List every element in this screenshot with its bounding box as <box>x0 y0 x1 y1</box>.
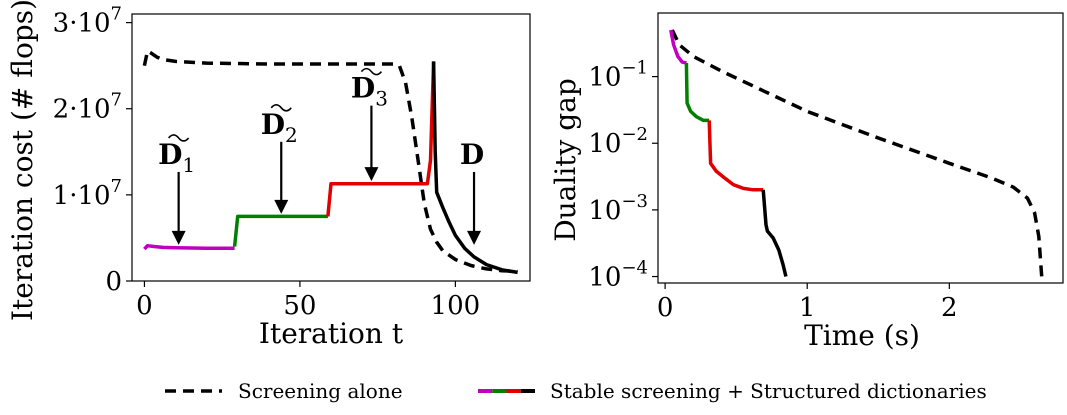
series-line-4 <box>431 61 518 275</box>
y-tick-base: 3·10 <box>53 9 111 39</box>
x-tick-label: 0 <box>657 293 674 323</box>
tilde-mark <box>270 104 292 112</box>
y-tick-label: 10−4 <box>588 258 648 293</box>
annotation-letter: D <box>158 138 182 171</box>
arrow-head <box>467 230 482 245</box>
legend-label-stable-structured: Stable screening + Structured dictionari… <box>550 379 987 403</box>
x-tick-label: 2 <box>941 293 958 323</box>
y-tick-base: 10 <box>588 196 621 226</box>
annotation-label: D <box>460 138 484 171</box>
y-tick-exponent: 7 <box>111 90 122 111</box>
annotation-letter: D <box>460 138 484 171</box>
y-tick-exponent: −2 <box>621 124 648 145</box>
series-line-2 <box>684 62 710 123</box>
y-tick-base: 10 <box>588 63 621 93</box>
left-y-axis-label: Iteration cost (# flops) <box>6 0 39 321</box>
y-tick-label: 0 <box>105 267 122 297</box>
y-tick-base: 10 <box>588 129 621 159</box>
arrow-head <box>171 230 186 245</box>
legend: Screening alone Stable screening + Struc… <box>165 379 987 403</box>
x-tick-label: 100 <box>431 291 481 321</box>
left-x-axis-label: Iteration t <box>259 317 404 350</box>
y-tick-base: 10 <box>588 263 621 293</box>
annotation-arrow: D <box>460 138 484 245</box>
duality-gap-chart: 0 1 210−410−310−210−1 Time (s) Duality gap <box>549 12 1064 352</box>
arrow-head <box>274 199 289 214</box>
annotation-label: D1 <box>158 138 195 177</box>
annotation-label: D3 <box>351 72 388 111</box>
y-tick-label: 1·107 <box>53 176 122 211</box>
right-plot-frame <box>657 12 1064 284</box>
legend-label-screening-alone: Screening alone <box>238 379 403 403</box>
series-line-dashed <box>142 49 518 274</box>
y-tick-exponent: −3 <box>621 191 648 212</box>
series-line-3 <box>326 61 436 217</box>
y-tick-exponent: −4 <box>621 258 648 279</box>
y-tick-label: 3·107 <box>53 4 122 39</box>
y-tick-exponent: −1 <box>621 58 648 79</box>
y-tick-base: 2·10 <box>53 95 111 125</box>
right-x-axis-label: Time (s) <box>804 319 920 352</box>
annotation-letter: D <box>351 72 375 105</box>
annotation-arrow: D2 <box>261 104 298 214</box>
series-line-dashed <box>670 29 1044 277</box>
y-tick-base: 1·10 <box>53 181 111 211</box>
arrow-head <box>364 167 379 182</box>
y-tick-base: 0 <box>105 267 122 297</box>
series-line-3 <box>707 120 764 192</box>
x-tick-label: 50 <box>283 291 316 321</box>
annotation-arrow: D3 <box>351 67 388 182</box>
tilde-mark <box>168 134 190 142</box>
series-line-1 <box>143 243 235 251</box>
annotation-arrow: D1 <box>158 134 195 245</box>
y-tick-label: 10−3 <box>588 191 648 226</box>
annotation-subscript: 1 <box>182 153 195 177</box>
y-tick-label: 10−1 <box>588 58 648 93</box>
y-tick-label: 10−2 <box>588 124 648 159</box>
tilde-mark <box>360 67 383 76</box>
x-tick-label: 0 <box>136 291 153 321</box>
x-tick-label: 1 <box>799 293 816 323</box>
y-tick-exponent: 7 <box>111 176 122 197</box>
series-line-1 <box>669 29 687 65</box>
right-y-axis-label: Duality gap <box>549 78 582 242</box>
y-tick-label: 2·107 <box>53 90 122 125</box>
series-line-4 <box>761 189 788 277</box>
annotation-letter: D <box>261 108 285 141</box>
annotation-subscript: 3 <box>375 87 388 111</box>
annotation-label: D2 <box>261 108 298 147</box>
series-line-2 <box>232 214 328 247</box>
y-tick-exponent: 7 <box>111 4 122 25</box>
left-plot-frame <box>131 13 531 282</box>
annotation-subscript: 2 <box>285 123 298 147</box>
